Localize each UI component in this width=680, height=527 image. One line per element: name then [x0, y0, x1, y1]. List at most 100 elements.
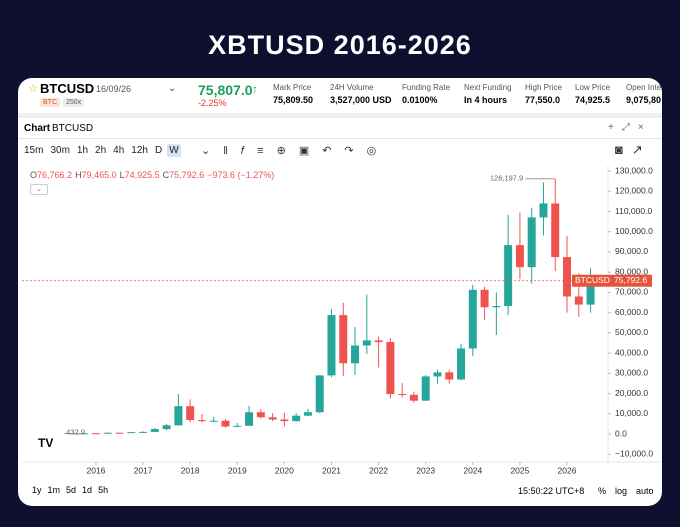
date: 16/09/26 [96, 84, 132, 94]
candle-body [398, 394, 407, 396]
stat-label: Low Price [575, 83, 611, 92]
stat-label: Next Funding [464, 83, 512, 92]
scale-options: % log auto [598, 486, 654, 496]
y-tick-label: 50,000.0 [615, 327, 648, 337]
range-button[interactable]: 1m [47, 485, 61, 495]
stat-value: 77,550.0 [525, 95, 561, 105]
candle-body [303, 412, 312, 416]
interval-button[interactable]: W [167, 144, 181, 157]
interval-button[interactable]: 30m [50, 145, 70, 156]
y-tick-label: 40,000.0 [615, 347, 648, 357]
x-tick-label: 2016 [86, 465, 105, 475]
legend-value: 79,465.0 [81, 170, 117, 180]
legend-change: −973.6 (−1.27%) [207, 170, 275, 180]
x-tick-label: 2020 [275, 465, 294, 475]
y-tick-label: −10,000.0 [615, 449, 653, 459]
badge: BTC [40, 98, 60, 107]
candle-body [339, 315, 348, 364]
ohlc-legend: O 76,766.2 H 79,465.0 L 74,925.5 C 75,792.6 −973… [30, 170, 274, 180]
intervals: 15m 30m 1h 2h 4h 12h D W [22, 144, 181, 157]
stat-value: 0.0100% [402, 95, 438, 105]
candle-body [468, 289, 477, 349]
candle-body [209, 420, 218, 422]
last-price-tag [610, 274, 652, 287]
legend-item: L 74,925.5 [120, 170, 160, 180]
x-tick-label: 2023 [416, 465, 435, 475]
candle-body [268, 417, 277, 420]
legend-key: O [30, 170, 38, 180]
dropdown[interactable]: ⌄ [168, 83, 177, 94]
stat-value: In 4 hours [464, 95, 508, 105]
x-tick-label: 2018 [181, 465, 200, 475]
interval-button[interactable]: 1h [76, 145, 89, 156]
candle-body [409, 394, 418, 401]
y-tick-label: 30,000.0 [615, 368, 648, 378]
scale-button[interactable]: log [615, 486, 628, 496]
snapshot-icons[interactable]: ◙↗ [615, 142, 652, 157]
last-price-label: 75,792.6 [614, 275, 647, 285]
candle-body [292, 415, 301, 422]
scale-button[interactable]: auto [636, 486, 654, 496]
y-tick-label: 60,000.0 [615, 307, 648, 317]
y-tick-label: 90,000.0 [615, 246, 648, 256]
candle-body [174, 406, 183, 426]
stat-value: 3,527,000 USD [330, 95, 392, 105]
min-label: 432.9 [66, 428, 85, 437]
star-icon[interactable]: ☆ [28, 83, 38, 95]
candle-body [374, 340, 383, 343]
x-tick-label: 2017 [134, 465, 153, 475]
symbol[interactable]: BTCUSD [40, 81, 95, 96]
range-button[interactable]: 1d [82, 485, 93, 495]
separator [18, 113, 662, 118]
range-button[interactable]: 5h [98, 485, 109, 495]
candle-body [421, 376, 430, 401]
candle-body [280, 419, 289, 422]
tool-icons[interactable]: ⌄ǁ𝑓≡⊕▣↶↷◎ [201, 145, 390, 157]
interval-button[interactable]: 2h [95, 145, 107, 156]
candle-body [480, 289, 489, 308]
legend-key: C [162, 170, 170, 180]
collapse[interactable]: ⌄ [30, 184, 48, 195]
candle-body [139, 431, 148, 433]
stat-label: Mark Price [273, 83, 312, 92]
x-tick-label: 2021 [322, 465, 341, 475]
x-tick-label: 2024 [463, 465, 482, 475]
price: 75,807.0 [198, 82, 253, 98]
candle-body [327, 315, 336, 376]
series-tag-label: BTCUSD [575, 275, 610, 285]
badges: BTC 250x [40, 98, 85, 107]
stat-value: 75,809.50 [273, 95, 314, 105]
x-tick-label: 2019 [228, 465, 247, 475]
ranges: 1y 1m 5d 1d 5h [32, 485, 108, 495]
candle-body [127, 432, 136, 434]
candle-body [551, 203, 560, 258]
series-tag [572, 274, 610, 287]
candle-body [433, 372, 442, 377]
legend-key: H [75, 170, 82, 180]
candle-body [233, 425, 242, 427]
candle-body [539, 203, 548, 218]
scale-button[interactable]: % [598, 486, 607, 496]
y-tick-label: 10,000.0 [615, 408, 648, 418]
candle-body [162, 425, 171, 430]
interval-button[interactable]: 4h [113, 145, 125, 156]
interval-button[interactable]: 12h [131, 145, 148, 156]
candle-body [351, 345, 360, 364]
candle-body [91, 433, 100, 435]
candle-body [362, 340, 371, 346]
candle-body [315, 375, 324, 413]
stat-label: 24H Volume [330, 83, 374, 92]
divider [18, 138, 662, 139]
x-tick-label: 2022 [369, 465, 388, 475]
range-button[interactable]: 1y [32, 485, 42, 495]
candle-body [457, 348, 466, 380]
clock: 15:50:22 UTC+8 [518, 486, 585, 496]
range-button[interactable]: 5d [66, 485, 77, 495]
interval-button[interactable]: D [154, 145, 163, 156]
interval-button[interactable]: 15m [24, 145, 44, 156]
y-tick-label: 70,000.0 [615, 287, 648, 297]
window-controls[interactable]: +⤢× [608, 122, 652, 133]
change: -2.25% [198, 98, 227, 108]
